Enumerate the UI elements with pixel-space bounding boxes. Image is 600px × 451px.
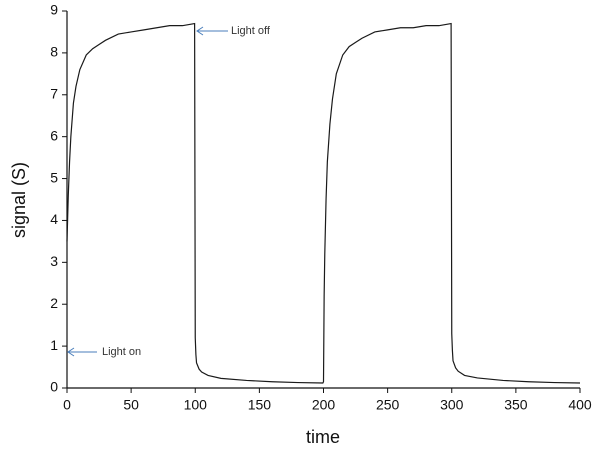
annotation: Light on xyxy=(102,346,141,358)
x-tick-label: 250 xyxy=(376,397,400,413)
y-tick-label: 8 xyxy=(50,44,58,60)
x-tick-label: 100 xyxy=(184,397,208,413)
x-tick-label: 350 xyxy=(504,397,528,413)
x-tick-label: 0 xyxy=(63,397,71,413)
x-tick-label: 150 xyxy=(248,397,272,413)
y-tick-label: 1 xyxy=(50,337,58,353)
signal-line xyxy=(66,22,581,384)
annotation-arrowhead xyxy=(196,26,204,36)
y-tick-label: 3 xyxy=(50,253,58,269)
x-tick-label: 50 xyxy=(123,397,139,413)
x-tick-label: 200 xyxy=(312,397,336,413)
annotation-arrowhead xyxy=(67,347,75,357)
y-tick-label: 4 xyxy=(50,211,58,227)
y-tick-label: 6 xyxy=(50,127,58,143)
y-tick-label: 9 xyxy=(50,2,58,18)
y-tick-label: 7 xyxy=(50,85,58,101)
x-tick-label: 400 xyxy=(568,397,592,413)
x-tick-label: 300 xyxy=(440,397,464,413)
y-axis-title: signal (S) xyxy=(9,162,29,238)
x-axis-title: time xyxy=(306,427,340,447)
y-tick-label: 2 xyxy=(50,295,58,311)
y-tick-label: 0 xyxy=(50,379,58,395)
annotation: Light off xyxy=(231,25,271,37)
y-tick-label: 5 xyxy=(50,169,58,185)
